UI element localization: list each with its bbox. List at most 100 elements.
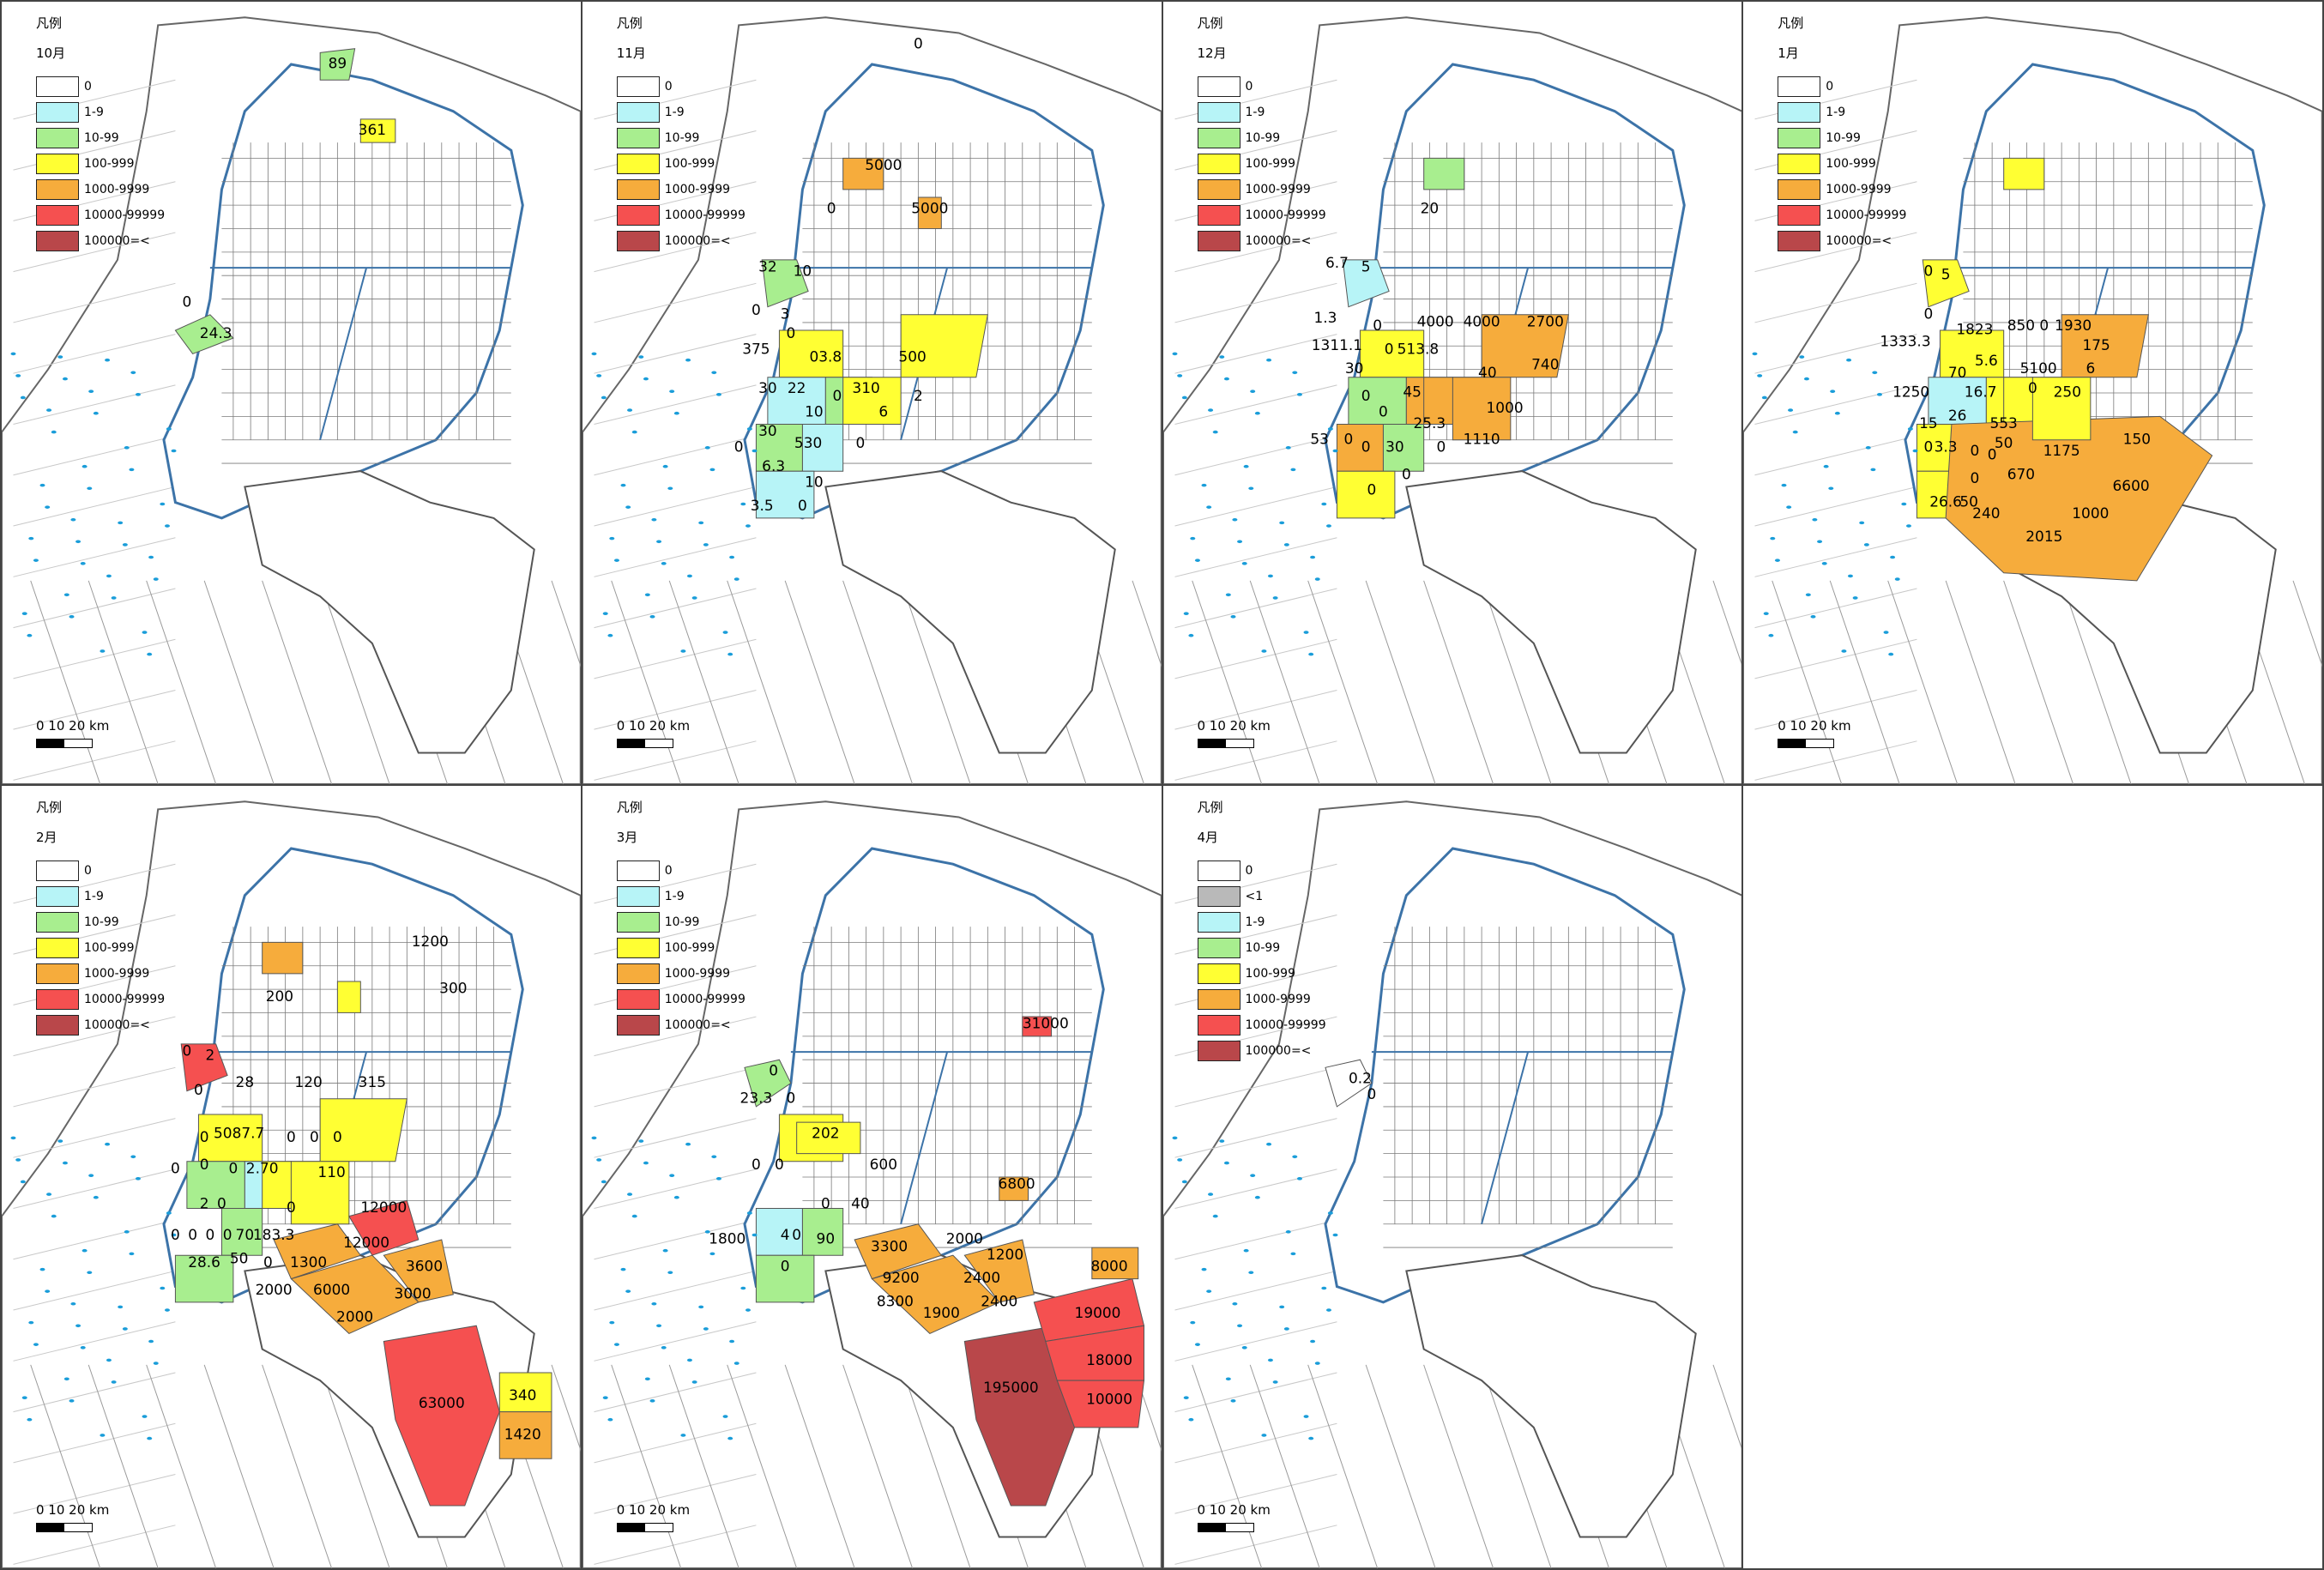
water-mark — [20, 396, 26, 400]
region-E3 — [1022, 1016, 1052, 1037]
legend-label: 10-99 — [84, 915, 119, 929]
value-label: 30 — [758, 379, 777, 396]
value-label: 0 — [171, 1159, 180, 1176]
value-label: 1930 — [2055, 317, 2092, 334]
water-mark — [728, 555, 734, 559]
field-line — [13, 1270, 176, 1311]
field-line — [1174, 282, 1337, 323]
water-mark — [1265, 1142, 1271, 1146]
field-line — [1754, 232, 1917, 273]
water-mark — [649, 1399, 655, 1403]
value-label: 10000 — [1086, 1391, 1132, 1408]
field-line — [842, 1364, 913, 1568]
water-mark — [607, 633, 613, 637]
water-mark — [1314, 1362, 1320, 1365]
water-mark — [1775, 559, 1781, 562]
value-label: 9200 — [882, 1269, 919, 1286]
legend-label: 100-999 — [664, 941, 715, 955]
value-label: 6.3 — [762, 457, 785, 474]
water-mark — [620, 1267, 626, 1271]
value-label: 6600 — [2113, 477, 2150, 494]
water-mark — [1307, 652, 1313, 656]
legend-label: 1000-9999 — [664, 183, 731, 196]
region-D3 — [348, 1199, 420, 1256]
water-mark — [651, 1301, 657, 1306]
legend-swatch — [1197, 205, 1240, 226]
field-line — [611, 1364, 681, 1568]
legend-swatch — [616, 912, 660, 933]
value-label: 0 — [1367, 1085, 1376, 1102]
field-line — [13, 334, 176, 374]
water-mark — [142, 1415, 148, 1418]
value-label: 18000 — [1086, 1351, 1132, 1368]
legend-row: 10-99 — [1778, 125, 1906, 151]
region-B6 — [801, 1207, 843, 1256]
water-mark — [1207, 408, 1213, 412]
field-line — [13, 486, 176, 527]
water-mark — [697, 521, 703, 525]
value-label: 6.7 — [1325, 254, 1348, 271]
legend-swatch — [616, 860, 660, 881]
scale-bar: 0 10 20 km — [1197, 718, 1271, 748]
field-line — [88, 1364, 159, 1568]
field-line — [594, 384, 757, 425]
water-mark — [124, 1230, 130, 1234]
region-B1 — [180, 1043, 228, 1092]
value-label: 2 — [200, 1194, 209, 1211]
water-mark — [46, 1193, 52, 1196]
field-line — [13, 740, 176, 781]
value-label: 03.8 — [809, 348, 842, 365]
value-label: 3.3 — [1935, 438, 1958, 455]
water-mark — [1332, 1233, 1338, 1237]
legend-swatch — [36, 989, 79, 1010]
water-mark — [602, 1396, 608, 1399]
legend-swatch — [1197, 76, 1240, 97]
value-label: 30 — [1344, 359, 1363, 377]
field-line — [1191, 1364, 1262, 1568]
water-mark — [27, 1417, 33, 1422]
value-label: 0 — [1401, 465, 1410, 482]
value-label: 5100 — [2020, 359, 2057, 377]
legend-swatch — [36, 102, 79, 123]
value-label: 0 — [1361, 387, 1370, 404]
value-label: 1.3 — [1313, 309, 1337, 326]
scale-label: 0 10 20 km — [616, 1502, 691, 1518]
value-label: 50 — [230, 1249, 249, 1266]
legend-swatch — [1197, 963, 1240, 984]
water-mark — [1864, 543, 1870, 546]
legend-swatch — [1197, 1015, 1240, 1036]
region-B1 — [1922, 259, 1971, 308]
legend-month: 4月 — [1197, 830, 1219, 845]
water-mark — [166, 427, 172, 431]
value-label: 0 — [188, 1226, 197, 1243]
legend-swatch — [616, 886, 660, 907]
legend-row: 100-999 — [616, 935, 745, 961]
field-line — [594, 486, 757, 527]
water-mark — [62, 1161, 68, 1165]
legend-label: 100000=< — [84, 234, 150, 248]
value-label: 0 — [1379, 402, 1388, 420]
water-mark — [680, 649, 686, 653]
water-mark — [709, 1252, 715, 1256]
water-mark — [704, 446, 710, 450]
value-label: 195000 — [983, 1379, 1039, 1396]
legend: 凡例 4月 0 <1 1-9 10-99 100-999 1000-9999 10000-999… — [1197, 798, 1326, 1064]
legend-row: 0 — [616, 74, 745, 100]
legend-swatch — [616, 231, 660, 251]
legend-label: 10-99 — [664, 915, 700, 929]
water-mark — [668, 1174, 674, 1177]
legend-swatch — [1197, 912, 1240, 933]
legend-row: 10000-99999 — [36, 987, 165, 1012]
legend-label: 10000-99999 — [664, 993, 745, 1006]
water-mark — [80, 1346, 86, 1350]
value-label: 0 — [752, 301, 761, 318]
field-line — [1754, 537, 1917, 577]
water-mark — [1225, 1377, 1231, 1381]
legend-label: 100-999 — [1245, 967, 1296, 981]
legend-label: 0 — [1826, 80, 1834, 94]
water-mark — [45, 505, 51, 509]
water-mark — [147, 652, 153, 656]
value-label: 0 — [200, 1128, 209, 1145]
